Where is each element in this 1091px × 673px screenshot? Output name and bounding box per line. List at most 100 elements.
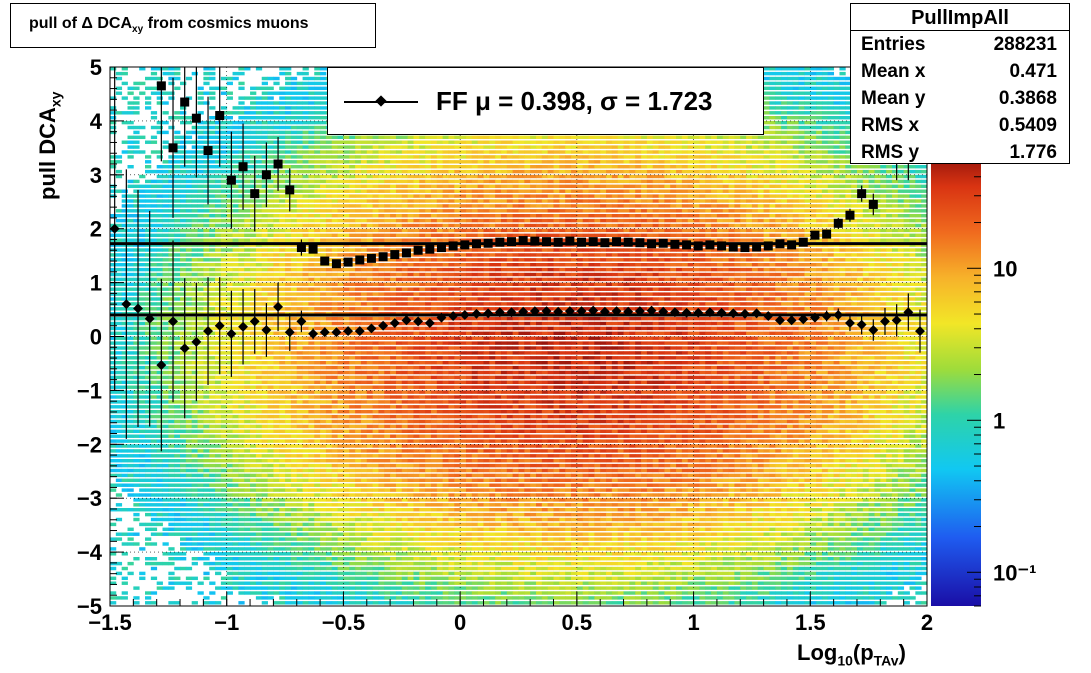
mean-point <box>249 316 260 327</box>
y-tick-label: 3 <box>90 163 102 188</box>
mean-point <box>798 314 809 325</box>
mean-point <box>681 307 692 318</box>
mean-point <box>845 318 855 328</box>
mean-point <box>436 312 447 323</box>
rms-point <box>355 255 365 265</box>
y-tick-label: 1 <box>90 271 102 296</box>
y-tick-label: −2 <box>77 432 102 457</box>
rms-point <box>577 237 587 247</box>
mean-point <box>915 326 925 337</box>
rms-point <box>378 252 388 262</box>
rms-point <box>250 189 260 199</box>
rms-point <box>226 175 236 185</box>
mean-point <box>786 315 797 326</box>
y-tick-label: 0 <box>90 325 102 350</box>
mean-point <box>553 306 564 317</box>
rms-point <box>787 240 797 250</box>
mean-point <box>903 307 914 318</box>
rms-point <box>623 237 633 247</box>
rms-point <box>401 248 411 258</box>
mean-point <box>214 320 225 331</box>
rms-point <box>822 229 832 239</box>
mean-point <box>133 303 143 314</box>
y-tick-label: 4 <box>90 109 103 134</box>
colorbar-tick-label: 10 <box>993 256 1017 281</box>
rms-point <box>460 240 470 250</box>
rms-point <box>215 111 225 121</box>
y-tick-label: 5 <box>90 55 102 80</box>
mean-point <box>634 306 645 317</box>
mean-point <box>378 320 389 331</box>
mean-point <box>728 308 739 319</box>
rms-point <box>705 240 715 250</box>
mean-point <box>424 318 435 328</box>
mean-point <box>541 306 552 317</box>
rms-point <box>308 244 318 254</box>
mean-point <box>284 327 295 338</box>
stats-row: Entries 288231 <box>861 34 1057 55</box>
y-axis-title: pull DCAxy <box>35 91 64 200</box>
rms-point <box>845 210 855 220</box>
colorbar-tick-label: 10⁻¹ <box>993 560 1036 585</box>
mean-point <box>693 307 704 318</box>
x-tick-label: 0 <box>454 610 466 635</box>
mean-point <box>203 326 213 337</box>
mean-point <box>471 308 482 319</box>
mean-point <box>389 318 400 328</box>
mean-point <box>646 305 657 316</box>
rms-point <box>775 239 785 249</box>
y-tick-label: −5 <box>77 594 102 619</box>
rms-point <box>682 240 692 250</box>
x-tick-label: −1.5 <box>88 610 131 635</box>
rms-point <box>635 238 645 248</box>
stats-title: PullImpAll <box>851 4 1069 31</box>
rms-point <box>331 259 341 269</box>
mean-point <box>354 326 365 337</box>
rms-point <box>693 241 703 251</box>
mean-point <box>821 311 832 321</box>
rms-point <box>763 241 773 251</box>
mean-point <box>459 309 470 320</box>
mean-point <box>611 306 622 317</box>
rms-point <box>448 241 458 251</box>
rms-point <box>180 97 190 107</box>
mean-point <box>518 306 529 317</box>
mean-point <box>191 336 202 347</box>
stats-row: Mean x 0.471 <box>861 61 1057 82</box>
mean-point <box>401 315 412 326</box>
rms-point <box>670 239 680 249</box>
rms-point <box>612 237 622 247</box>
rms-point <box>600 238 610 248</box>
legend-text: FF μ = 0.398, σ = 1.723 <box>436 86 713 116</box>
x-tick-label: 0.5 <box>562 610 593 635</box>
mean-point <box>483 308 494 319</box>
rms-point <box>238 162 248 172</box>
mean-point <box>739 308 750 319</box>
x-tick-label: 1.5 <box>795 610 826 635</box>
mean-point <box>168 316 178 327</box>
mean-point <box>273 301 284 312</box>
rms-point <box>495 237 505 247</box>
axis-ticks: −1.5 −1 −0.5 0 0.5 1 1.5 2 −5 −4 −3 −2 −1 0 1 2 3 4 5 <box>77 55 933 635</box>
mean-point <box>296 316 307 327</box>
mean-point <box>856 319 867 330</box>
colorbar-ticks: 10⁻¹ 1 10 <box>967 149 1036 607</box>
rms-point <box>530 236 540 246</box>
mean-point <box>891 315 902 326</box>
mean-point <box>810 312 820 323</box>
mean-point <box>529 306 540 317</box>
colorbar <box>931 150 981 606</box>
rms-point <box>156 81 166 91</box>
mean-point <box>564 306 575 317</box>
chart-title: pull of Δ DCAxy from cosmics muons <box>29 15 309 36</box>
mean-point <box>588 305 599 316</box>
rms-point <box>588 237 598 247</box>
rms-point <box>857 189 867 199</box>
rms-point <box>717 241 727 251</box>
rms-point <box>740 243 750 253</box>
mean-point <box>319 327 330 338</box>
rms-point <box>366 253 376 263</box>
mean-point <box>261 325 272 335</box>
